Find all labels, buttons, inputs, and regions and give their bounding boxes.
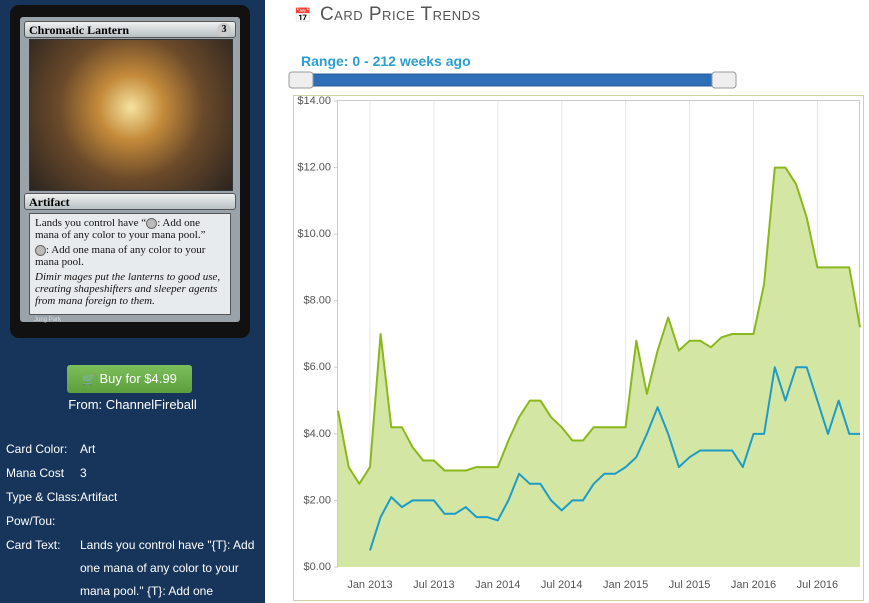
- slider-handle[interactable]: [288, 71, 314, 89]
- card-artist: Jung Park: [34, 317, 62, 323]
- detail-label: Pow/Tou:: [6, 514, 56, 528]
- detail-label: Card Color:: [6, 442, 68, 456]
- y-tick-label: $12.00: [297, 161, 331, 173]
- card-type: Artifact: [29, 195, 70, 209]
- card-title-bar: Chromatic Lantern 3: [24, 21, 236, 38]
- detail-label: Card Text:: [6, 538, 61, 552]
- card-rules: : Add one mana of any color to your mana…: [35, 217, 206, 241]
- detail-value: Lands you control have "{T}: Add one man…: [80, 538, 255, 598]
- card-flavor: Dimir mages put the lanterns to good use…: [35, 271, 221, 307]
- chart-frame: [293, 95, 864, 601]
- range-slider[interactable]: [289, 73, 736, 87]
- area: [338, 167, 860, 567]
- x-tick-label: Jul 2013: [413, 579, 455, 591]
- y-tick-label: $8.00: [303, 295, 331, 307]
- detail-value: 3: [80, 466, 87, 480]
- y-tick-label: $6.00: [303, 361, 331, 373]
- buy-button[interactable]: 🛒 Buy for $4.99: [67, 365, 192, 393]
- y-tick-label: $4.00: [303, 428, 331, 440]
- side-panel: Chromatic Lantern 3 Artifact Lands you co…: [0, 0, 265, 603]
- x-tick-label: Jan 2016: [731, 579, 776, 591]
- x-tick-label: Jan 2014: [475, 579, 520, 591]
- card-image: Chromatic Lantern 3 Artifact Lands you co…: [10, 5, 250, 338]
- line: [369, 366, 860, 551]
- card-frame: Chromatic Lantern 3 Artifact Lands you co…: [20, 17, 240, 323]
- detail-value: Art: [80, 442, 96, 456]
- detail-value: Artifact: [80, 490, 118, 504]
- y-tick-label: $2.00: [303, 494, 331, 506]
- buy-label[interactable]: Buy for $4.99: [99, 371, 177, 386]
- title-text: Card Price Trends: [319, 4, 481, 25]
- x-tick-label: Jan 2015: [603, 579, 648, 591]
- card-name: Chromatic Lantern: [29, 23, 130, 37]
- card-art: [29, 39, 233, 191]
- card-type-bar: Artifact: [24, 193, 236, 210]
- x-tick-label: Jan 2013: [347, 579, 392, 591]
- card-rules: : Add one mana of any color to your mana…: [35, 244, 206, 268]
- detail-label: Mana Cost: [6, 466, 65, 480]
- x-tick-label: Jul 2015: [669, 579, 711, 591]
- section-title: 📅 Card Price Trends: [294, 4, 481, 25]
- card-textbox: Lands you control have “: Add one mana o…: [29, 213, 231, 315]
- y-tick-label: $10.00: [297, 228, 331, 240]
- detail-label: Type & Class:: [6, 490, 81, 504]
- slider-handle[interactable]: [711, 71, 737, 89]
- x-tick-label: Jul 2016: [797, 579, 839, 591]
- buy-source: From: ChannelFireball: [68, 397, 197, 412]
- x-tick-label: Jul 2014: [541, 579, 583, 591]
- card-rules: Lands you control have “: [35, 217, 147, 229]
- y-tick-label: $14.00: [297, 95, 331, 107]
- y-tick-label: $0.00: [303, 561, 331, 573]
- card-cost: 3: [217, 23, 231, 37]
- line: [337, 166, 861, 485]
- range-label: Range: 0 - 212 weeks ago: [301, 53, 471, 69]
